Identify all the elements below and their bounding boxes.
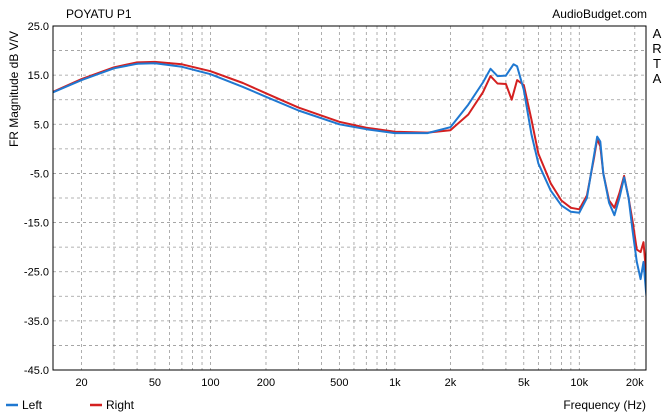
y-tick-label: 5.0 (34, 119, 49, 131)
y-axis-label: FR Magnitude dB V/V (7, 31, 21, 147)
y-tick-label: -15.0 (24, 218, 49, 230)
x-tick-label: 50 (149, 377, 161, 389)
chart-title: POYATU P1 (66, 7, 132, 21)
y-tick-label: 15.0 (28, 70, 49, 82)
series-line-left (53, 62, 646, 303)
series-line-right (53, 60, 646, 287)
grid-lines (53, 26, 646, 370)
y-tick-labels: 25.0 15.0 5.0 -5.0 -15.0 -25.0 -35.0 -45.0 (24, 21, 49, 377)
x-tick-labels: 20 50 100 200 500 1k 2k 5k 10k 20k (75, 377, 644, 389)
x-tick-label: 100 (201, 377, 219, 389)
x-tick-label: 2k (445, 377, 457, 389)
x-tick-label: 500 (330, 377, 348, 389)
legend-label-left: Left (22, 398, 43, 412)
y-tick-label: 25.0 (28, 21, 49, 33)
source-label: AudioBudget.com (552, 7, 647, 21)
y-tick-label: -25.0 (24, 267, 49, 279)
x-tick-label: 10k (570, 377, 588, 389)
y-tick-label: -35.0 (24, 316, 49, 328)
x-tick-label: 20 (75, 377, 87, 389)
y-tick-label: -45.0 (24, 365, 49, 377)
x-tick-label: 5k (518, 377, 530, 389)
x-tick-label: 200 (257, 377, 275, 389)
x-tick-label: 20k (626, 377, 644, 389)
plot-frame (52, 25, 647, 371)
legend-label-right: Right (106, 398, 135, 412)
series-lines (53, 60, 646, 303)
x-axis-label: Frequency (Hz) (563, 398, 646, 412)
legend: Left Right (6, 398, 135, 412)
y-tick-label: -5.0 (30, 168, 49, 180)
x-tick-label: 1k (389, 377, 401, 389)
